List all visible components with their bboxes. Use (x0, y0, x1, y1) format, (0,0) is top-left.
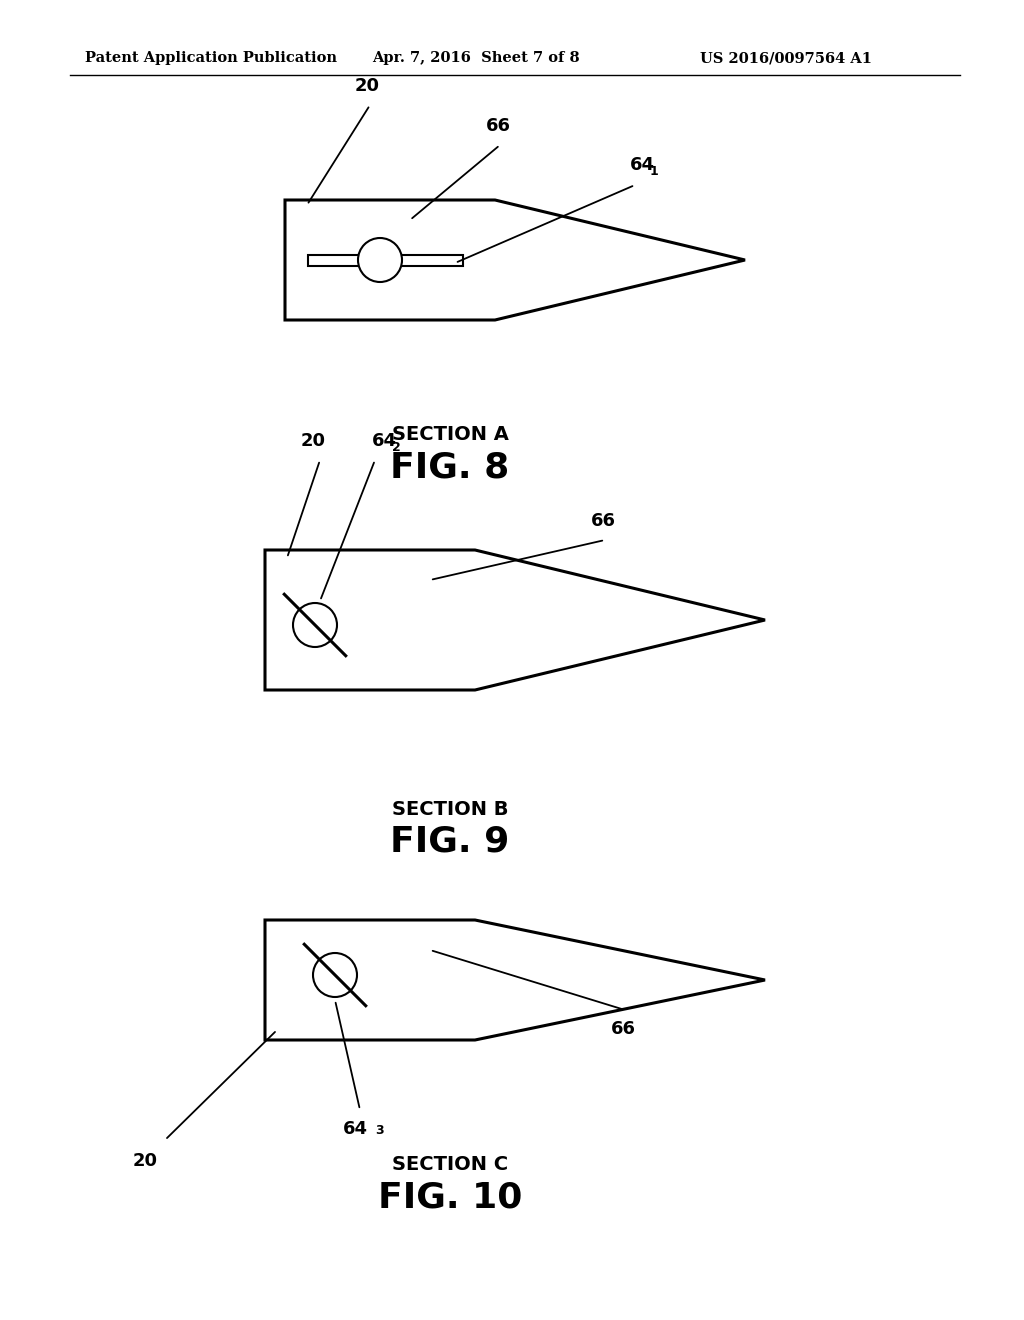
Text: 64: 64 (372, 432, 397, 450)
Bar (308, 255, 463, 267)
Text: 66: 66 (485, 117, 511, 135)
Text: FIG. 10: FIG. 10 (378, 1180, 522, 1214)
Text: SECTION B: SECTION B (392, 800, 508, 818)
Text: 3: 3 (375, 1125, 384, 1137)
Text: 1: 1 (650, 165, 658, 178)
Text: 64: 64 (342, 1119, 368, 1138)
Text: 20: 20 (132, 1152, 158, 1170)
Text: 20: 20 (300, 432, 326, 450)
Circle shape (293, 603, 337, 647)
Text: FIG. 8: FIG. 8 (390, 450, 510, 484)
Text: 64: 64 (630, 156, 655, 174)
Text: 66: 66 (591, 512, 615, 531)
Polygon shape (285, 201, 745, 319)
Text: 66: 66 (610, 1020, 636, 1038)
Polygon shape (265, 920, 765, 1040)
Text: SECTION C: SECTION C (392, 1155, 508, 1173)
Text: US 2016/0097564 A1: US 2016/0097564 A1 (700, 51, 872, 65)
Text: Apr. 7, 2016  Sheet 7 of 8: Apr. 7, 2016 Sheet 7 of 8 (372, 51, 580, 65)
Circle shape (358, 238, 402, 282)
Text: FIG. 9: FIG. 9 (390, 825, 510, 859)
Text: SECTION A: SECTION A (391, 425, 509, 444)
Circle shape (313, 953, 357, 997)
Text: Patent Application Publication: Patent Application Publication (85, 51, 337, 65)
Polygon shape (265, 550, 765, 690)
Text: 2: 2 (392, 441, 400, 454)
Text: 20: 20 (354, 77, 380, 95)
